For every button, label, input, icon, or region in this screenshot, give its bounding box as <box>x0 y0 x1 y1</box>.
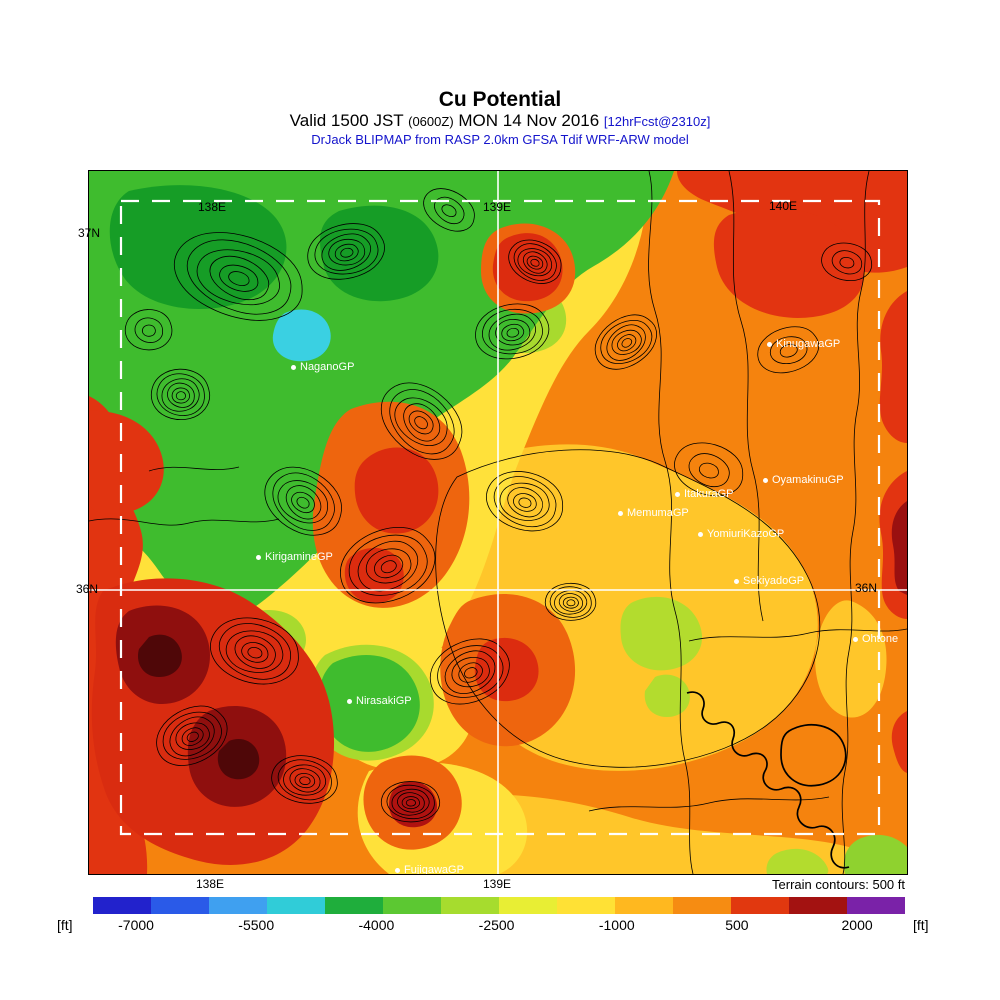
colorbar-tick: 2000 <box>841 917 873 933</box>
colorbar-segment <box>673 897 731 914</box>
site-KirigamineGP: KirigamineGP <box>256 551 333 563</box>
site-label: YomiuriKazoGP <box>707 528 785 541</box>
site-MemumaGP: MemumaGP <box>618 507 689 519</box>
site-marker-dot <box>256 554 261 560</box>
site-marker-dot <box>853 636 858 642</box>
site-marker-dot <box>618 510 623 516</box>
colorbar-segment <box>615 897 673 914</box>
site-marker-dot <box>734 578 739 584</box>
site-YomiuriKazoGP: YomiuriKazoGP <box>698 528 784 540</box>
colorbar-tick: -5500 <box>238 917 275 933</box>
colorbar-tick: -4000 <box>358 917 395 933</box>
site-label: MemumaGP <box>627 507 689 520</box>
site-SekiyadoGP: SekiyadoGP <box>734 575 804 587</box>
colorbar-segment <box>557 897 615 914</box>
valid-zulu: (0600Z) <box>408 114 454 129</box>
site-label: NaganoGP <box>300 361 355 374</box>
site-NaganoGP: NaganoGP <box>291 361 354 373</box>
site-label: ItakuraGP <box>684 488 734 501</box>
valid-time-line: Valid 1500 JST (0600Z) MON 14 Nov 2016 [… <box>0 111 1000 131</box>
colorbar-tick: 500 <box>725 917 749 933</box>
site-label: SekiyadoGP <box>743 575 805 588</box>
lon-label-bottom-138e: 138E <box>195 877 225 891</box>
valid-date: MON 14 Nov 2016 <box>458 111 600 130</box>
colorbar-tick-labels: -7000 -5500 -4000 -2500 -1000 500 2000 <box>93 917 905 933</box>
site-marker-dot <box>347 698 352 704</box>
colorbar-segment <box>267 897 325 914</box>
colorbar-unit-left: [ft] <box>57 917 73 933</box>
filled-contour-regions <box>89 171 907 874</box>
colorbar-tick: -2500 <box>478 917 515 933</box>
lat-label-left-37n: 37N <box>77 226 101 240</box>
map-canvas <box>89 171 907 874</box>
colorbar-segment <box>789 897 847 914</box>
colorbar-segment <box>499 897 557 914</box>
site-NirasakiGP: NirasakiGP <box>347 695 412 707</box>
page-title: Cu Potential <box>438 88 562 111</box>
coastline <box>686 691 850 869</box>
colorbar-unit-right: [ft] <box>913 917 929 933</box>
lon-label-top-139e: 139E <box>482 200 512 214</box>
site-label: Ohtone <box>862 633 899 646</box>
colorbar-segment <box>847 897 905 914</box>
site-FujigawaGP: FujigawaGP <box>395 864 464 875</box>
site-label: KinugawaGP <box>776 338 841 351</box>
model-line: DrJack BLIPMAP from RASP 2.0km GFSA Tdif… <box>311 132 689 147</box>
site-marker-dot <box>767 341 772 347</box>
lat-label-right-36n: 36N <box>854 581 878 595</box>
colorbar-segment <box>93 897 151 914</box>
lon-label-bottom-139e: 139E <box>482 877 512 891</box>
lon-label-top-138e: 138E <box>197 200 227 214</box>
site-marker-dot <box>395 867 400 873</box>
site-OyamakinuGP: OyamakinuGP <box>763 474 844 486</box>
site-ItakuraGP: ItakuraGP <box>675 488 734 500</box>
lon-label-top-140e: 140E <box>768 199 798 213</box>
colorbar-tick: -1000 <box>598 917 635 933</box>
site-marker-dot <box>763 477 768 483</box>
colorbar-segment <box>151 897 209 914</box>
terrain-contours-note: Terrain contours: 500 ft <box>772 877 905 892</box>
site-label: OyamakinuGP <box>772 474 844 487</box>
site-marker-dot <box>698 531 703 537</box>
colorbar-segment <box>383 897 441 914</box>
forecast-map: NaganoGP KirigamineGP NirasakiGP FujigawaGP… <box>88 170 908 875</box>
site-marker-dot <box>291 364 296 370</box>
colorbar-segment <box>441 897 499 914</box>
site-label: KirigamineGP <box>265 551 333 564</box>
site-KinugawaGP: KinugawaGP <box>767 338 840 350</box>
forecast-tag: [12hrFcst@2310z] <box>603 114 711 129</box>
lat-label-left-36n: 36N <box>75 582 99 596</box>
colorbar <box>93 897 905 914</box>
site-markers-layer: NaganoGP KirigamineGP NirasakiGP FujigawaGP… <box>89 171 907 874</box>
colorbar-segment <box>325 897 383 914</box>
domain-boundary <box>119 199 881 836</box>
site-Ohtone: Ohtone <box>853 633 898 645</box>
valid-label: Valid 1500 JST <box>289 111 404 130</box>
site-marker-dot <box>675 491 680 497</box>
colorbar-tick: -7000 <box>118 917 154 933</box>
colorbar-segment <box>731 897 789 914</box>
site-label: NirasakiGP <box>356 695 412 708</box>
colorbar-segment <box>209 897 267 914</box>
site-label: FujigawaGP <box>404 864 464 875</box>
